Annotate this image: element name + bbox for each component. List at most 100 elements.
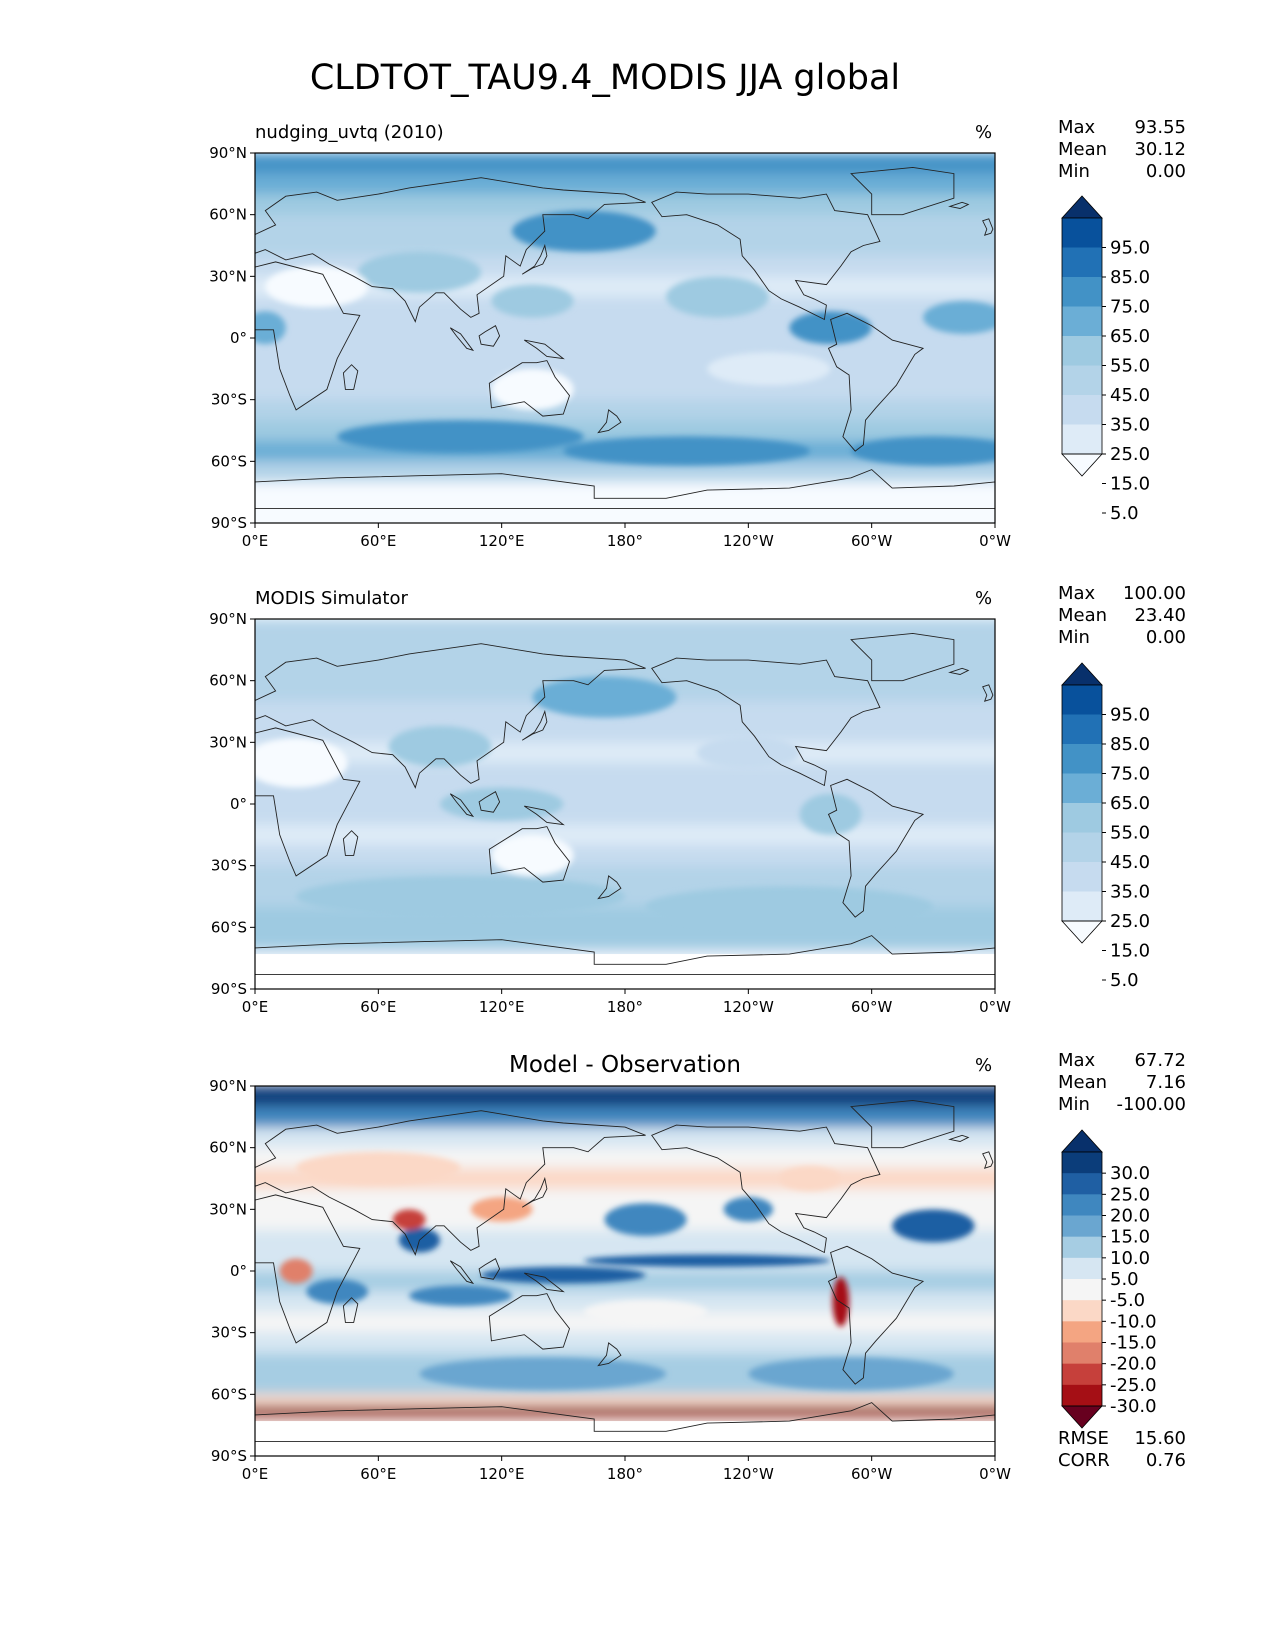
stat-label: Min xyxy=(1058,627,1090,648)
lon-tick-label: 180° xyxy=(607,998,643,1016)
coastline-uk xyxy=(982,1151,994,1169)
lon-tick-label: 120°E xyxy=(479,1465,525,1483)
zonal-band xyxy=(255,927,995,949)
zonal-bands xyxy=(255,619,995,989)
zonal-band xyxy=(255,742,995,764)
colorbar-tick-label: 35.0 xyxy=(1110,415,1150,436)
coastline-southAmerica xyxy=(827,778,925,918)
map-difference xyxy=(255,1086,995,1456)
stat-label: Mean xyxy=(1058,139,1108,160)
zonal-band xyxy=(255,1291,995,1314)
coastline-northAmerica xyxy=(651,657,881,787)
field-blob xyxy=(398,1227,441,1253)
zonal-band xyxy=(255,440,995,453)
field-blob xyxy=(255,738,348,788)
colorbar-tick-label: -10.0 xyxy=(1110,1311,1157,1332)
map-frame xyxy=(254,1085,996,1457)
colorbar-segment xyxy=(1062,1300,1102,1322)
missing-data-mask xyxy=(255,954,995,989)
field-blob xyxy=(707,352,831,386)
lat-tick-label: 90°N xyxy=(209,1077,247,1095)
field-blob xyxy=(481,1266,646,1284)
coastline-iceland xyxy=(948,201,970,209)
lon-tick-label: 0°E xyxy=(242,532,269,550)
colorbar-segment xyxy=(1062,218,1102,248)
field-blob xyxy=(696,736,800,770)
stat-label: RMSE xyxy=(1058,1428,1109,1449)
stat-label: Min xyxy=(1058,1094,1090,1115)
coastline-australia xyxy=(488,1293,571,1350)
field-blob xyxy=(392,1209,426,1230)
field-blob xyxy=(388,725,492,767)
colorbar-tick-label: 55.0 xyxy=(1110,823,1150,844)
lon-tick-label: 0°W xyxy=(979,1465,1011,1483)
colorbar-segment xyxy=(1062,247,1102,278)
colorbar-segment xyxy=(1062,1279,1102,1301)
map-background xyxy=(255,1086,995,1456)
colorbar-segment xyxy=(1062,1194,1102,1216)
coastline-antarctica xyxy=(255,935,995,976)
zonal-band xyxy=(255,1229,995,1252)
lon-tick-label: 60°E xyxy=(360,1465,396,1483)
coastline-greenland xyxy=(850,632,955,682)
stats-model: Max 93.55 Mean 30.12 Min 0.00 xyxy=(1058,117,1186,183)
lat-tick-label: 0° xyxy=(230,795,247,813)
colorbar-frame xyxy=(1061,217,1103,455)
field-blob xyxy=(255,311,286,345)
stats-diff: Max 67.72 Mean 7.16 Min -100.00 xyxy=(1058,1050,1186,1116)
colorbar-extend-max xyxy=(1061,662,1103,686)
zonal-band xyxy=(255,1353,995,1375)
zonal-band xyxy=(255,1209,995,1231)
zonal-band xyxy=(255,451,995,463)
zonal-band xyxy=(255,680,995,703)
zonal-band xyxy=(255,235,995,257)
colorbar-tick-label: 20.0 xyxy=(1110,1206,1150,1227)
colorbar-segment xyxy=(1062,336,1102,366)
lat-tick-label: 90°N xyxy=(209,610,247,628)
colorbar-tick-label: 75.0 xyxy=(1110,764,1150,785)
colorbar-observation: 95.0 85.0 75.0 65.0 55.0 45.0 35.0 25.0 15.0 5.0 xyxy=(1061,662,1150,991)
coastlines xyxy=(255,1099,995,1443)
zonal-band xyxy=(255,804,995,826)
colorbar-segment xyxy=(1062,306,1102,337)
colorbar-tick-label: -25.0 xyxy=(1110,1375,1157,1396)
zonal-band xyxy=(255,1127,995,1149)
colorbar-tick-label: 5.0 xyxy=(1110,970,1139,991)
colorbar-segment xyxy=(1062,1215,1102,1238)
lat-tick-label: 90°S xyxy=(211,1447,247,1465)
coastline-newzealand xyxy=(597,1342,622,1367)
colorbar-tick-label: 35.0 xyxy=(1110,882,1150,903)
panel-obs-title: MODIS Simulator xyxy=(255,588,408,609)
zonal-band xyxy=(255,1250,995,1272)
zonal-band xyxy=(255,1373,995,1396)
lon-tick-label: 60°W xyxy=(851,532,893,550)
zonal-band xyxy=(255,194,995,216)
colorbar-extend-min xyxy=(1061,453,1103,477)
field-blob xyxy=(279,1258,313,1284)
coastline-iceland xyxy=(948,1134,970,1142)
field-blob xyxy=(357,251,482,293)
field-blob xyxy=(337,420,584,454)
colorbar-tick-label: -20.0 xyxy=(1110,1354,1157,1375)
field-blob xyxy=(923,301,995,334)
stat-value: 93.55 xyxy=(1134,117,1186,138)
colorbar-segment xyxy=(1062,1363,1102,1386)
zonal-band xyxy=(255,886,995,908)
lon-tick-label: 0°E xyxy=(242,998,269,1016)
colorbar-tick-label: 25.0 xyxy=(1110,1184,1150,1205)
colorbar-segment xyxy=(1062,685,1102,715)
zonal-band xyxy=(255,906,995,929)
stat-value: 0.76 xyxy=(1145,1450,1186,1471)
colorbar-frame xyxy=(1061,1151,1103,1407)
field-blob xyxy=(645,886,934,928)
lat-tick-label: 30°S xyxy=(211,1324,247,1342)
colorbar-segment xyxy=(1062,365,1102,396)
colorbar-tick-label: 10.0 xyxy=(1110,1248,1150,1269)
colorbar-segment xyxy=(1062,424,1102,455)
lat-tick-label: 30°N xyxy=(209,267,247,285)
zonal-band xyxy=(255,296,995,319)
field-blob xyxy=(789,311,872,345)
field-blob xyxy=(511,210,656,252)
lat-tick-label: 60°S xyxy=(211,452,247,470)
